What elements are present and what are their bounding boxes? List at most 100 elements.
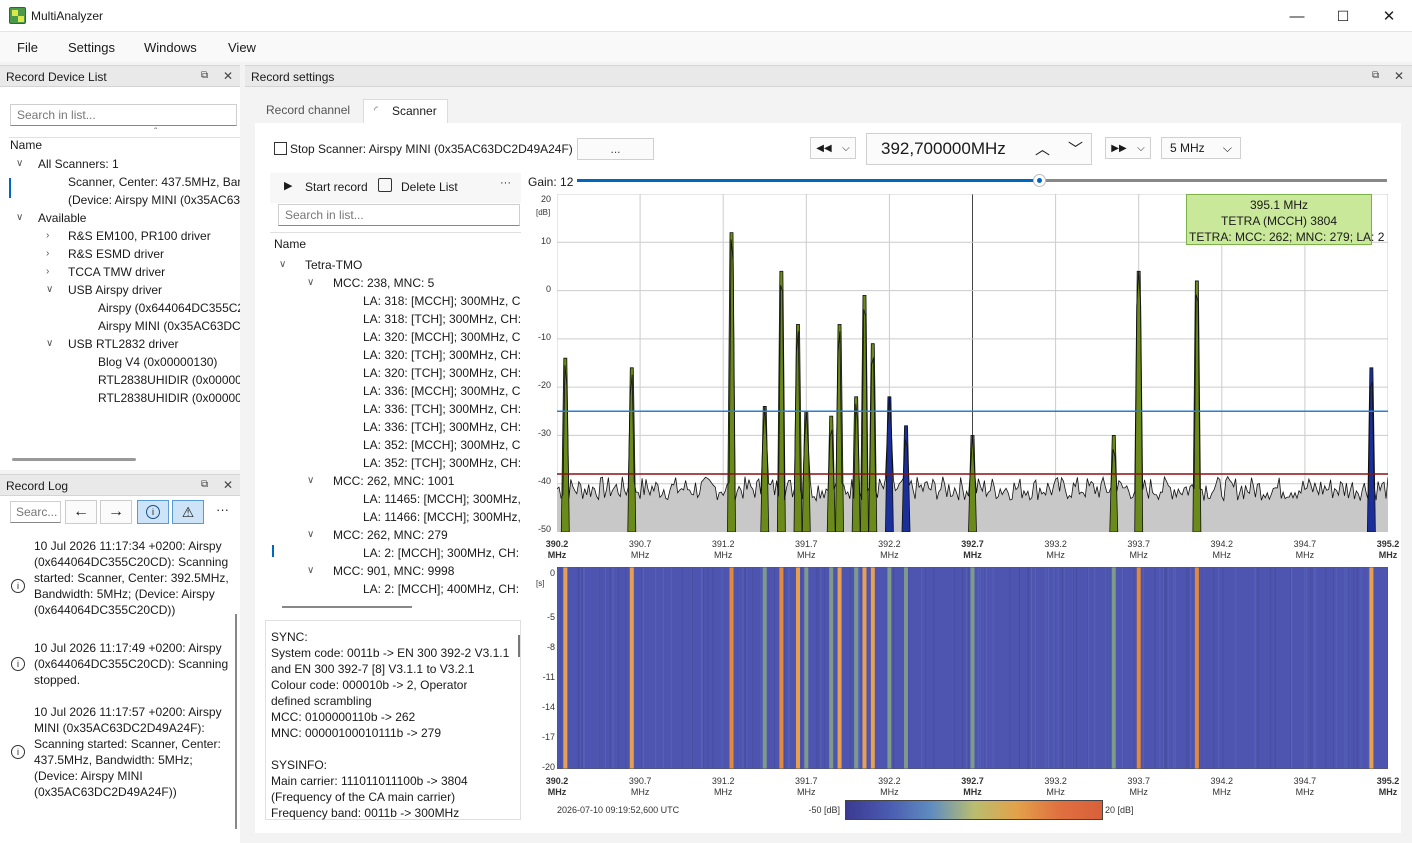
- tree-item[interactable]: LA: 318: [MCCH]; 300MHz, CH: [363, 294, 521, 308]
- tree-chevron-icon[interactable]: ∨: [46, 338, 54, 349]
- tree-item[interactable]: LA: 320: [MCCH]; 300MHz, CH: [363, 330, 521, 344]
- tree-chevron-icon[interactable]: ∨: [16, 158, 24, 169]
- tree-item[interactable]: LA: 11466: [MCCH]; 300MHz, C: [363, 510, 521, 524]
- forward-arrow-button[interactable]: →: [100, 500, 132, 524]
- gain-slider-thumb[interactable]: [1033, 174, 1046, 187]
- tree-item[interactable]: LA: 11465: [MCCH]; 300MHz, C: [363, 492, 521, 506]
- tab-record-channel[interactable]: Record channel: [266, 103, 351, 117]
- increment-button[interactable]: ︿: [1035, 141, 1051, 158]
- device-search-input[interactable]: Search in list...: [10, 104, 237, 126]
- list-search-input[interactable]: Search in list...: [278, 204, 520, 226]
- rewind-button[interactable]: ◀◀ ⌵: [810, 137, 856, 159]
- tree-item[interactable]: Available: [38, 211, 87, 225]
- stop-scanner-label: Stop Scanner: Airspy MINI (0x35AC63DC2D4…: [290, 142, 573, 156]
- tree-chevron-icon[interactable]: ›: [46, 266, 50, 277]
- spectrum-chart[interactable]: [557, 194, 1388, 532]
- close-icon[interactable]: ✕: [223, 69, 234, 83]
- detail-line: System code: 0011b -> EN 300 392-2 V3.1.…: [271, 646, 510, 660]
- tree-item[interactable]: LA: 2: [MCCH]; 300MHz, CH: 3: [363, 546, 521, 560]
- decrement-button[interactable]: ﹀: [1068, 141, 1084, 158]
- tree-chevron-icon[interactable]: ∨: [279, 259, 287, 270]
- tree-item[interactable]: MCC: 262, MNC: 279: [333, 528, 448, 542]
- menu-settings[interactable]: Settings: [68, 40, 115, 55]
- tree-item[interactable]: USB Airspy driver: [68, 283, 163, 297]
- undock-icon[interactable]: ⧉: [201, 70, 209, 81]
- tree-item[interactable]: LA: 320: [TCH]; 300MHz, CH: 3: [363, 366, 521, 380]
- close-icon[interactable]: ✕: [223, 478, 234, 492]
- minimize-button[interactable]: —: [1289, 7, 1305, 25]
- gain-slider-track[interactable]: [1039, 179, 1387, 182]
- tree-chevron-icon[interactable]: ∨: [46, 284, 54, 295]
- undock-icon[interactable]: ⧉: [1372, 70, 1380, 81]
- tree-item[interactable]: Tetra-TMO: [305, 258, 363, 272]
- fast-forward-button[interactable]: ▶▶ ⌵: [1105, 137, 1151, 159]
- tree-item[interactable]: TCCA TMW driver: [68, 265, 166, 279]
- tree-item[interactable]: RTL2838UHIDIR (0x0000012: [98, 391, 240, 405]
- info-filter-toggle[interactable]: i: [137, 500, 169, 524]
- tree-item[interactable]: R&S ESMD driver: [68, 247, 165, 261]
- warning-filter-toggle[interactable]: ⚠: [172, 500, 204, 524]
- tree-chevron-icon[interactable]: ∨: [16, 212, 24, 223]
- menu-view[interactable]: View: [228, 40, 256, 55]
- tree-chevron-icon[interactable]: ∨: [307, 475, 315, 486]
- menu-file[interactable]: File: [17, 40, 38, 55]
- tree-item[interactable]: USB RTL2832 driver: [68, 337, 179, 351]
- tree-item[interactable]: (Device: Airspy MINI (0x35AC63D: [68, 193, 240, 207]
- horizontal-scrollbar[interactable]: [12, 458, 136, 461]
- tree-item[interactable]: MCC: 901, MNC: 9998: [333, 564, 455, 578]
- tree-item[interactable]: LA: 2: [MCCH]; 400MHz, CH: 1: [363, 582, 521, 596]
- more-options-icon[interactable]: ···: [500, 177, 511, 189]
- tree-item[interactable]: MCC: 238, MNC: 5: [333, 276, 435, 290]
- tree-item[interactable]: LA: 318: [TCH]; 300MHz, CH: 3: [363, 312, 521, 326]
- delete-icon[interactable]: [378, 178, 392, 192]
- xtick-unit: MHz: [1378, 550, 1398, 560]
- waterfall-noise: [1143, 567, 1145, 769]
- details-scrollbar[interactable]: [518, 635, 520, 657]
- menu-windows[interactable]: Windows: [144, 40, 197, 55]
- tree-item[interactable]: MCC: 262, MNC: 1001: [333, 474, 455, 488]
- delete-list-button[interactable]: Delete List: [401, 180, 458, 194]
- record-device-list-panel: Record Device List ⧉ ✕ Search in list...…: [0, 65, 240, 470]
- undock-icon[interactable]: ⧉: [201, 479, 209, 490]
- waterfall-noise: [1034, 567, 1036, 769]
- more-options-icon[interactable]: ···: [216, 502, 229, 517]
- tree-item[interactable]: R&S EM100, PR100 driver: [68, 229, 211, 243]
- waterfall-chart[interactable]: [557, 567, 1388, 769]
- tree-item[interactable]: RTL2838UHIDIR (0x0000011: [98, 373, 240, 387]
- frequency-input[interactable]: 392,700000MHz: [866, 133, 1092, 165]
- back-arrow-button[interactable]: ←: [65, 500, 97, 524]
- waterfall-signal: [862, 567, 867, 769]
- column-header-name[interactable]: Name: [10, 138, 43, 152]
- waterfall-noise: [979, 567, 981, 769]
- tree-item[interactable]: Scanner, Center: 437.5MHz, Band: [68, 175, 240, 189]
- tree-item[interactable]: LA: 336: [TCH]; 300MHz, CH: 3: [363, 420, 521, 434]
- tree-item[interactable]: LA: 352: [TCH]; 300MHz, CH: 3: [363, 456, 521, 470]
- xtick-label: 393.7: [1127, 539, 1150, 549]
- tree-item[interactable]: Blog V4 (0x00000130): [98, 355, 218, 369]
- start-record-button[interactable]: Start record: [305, 180, 368, 194]
- close-icon[interactable]: ✕: [1394, 69, 1405, 83]
- list-column-name[interactable]: Name: [274, 237, 307, 251]
- tree-chevron-icon[interactable]: ∨: [307, 277, 315, 288]
- tree-chevron-icon[interactable]: ›: [46, 230, 50, 241]
- close-button[interactable]: ✕: [1382, 8, 1396, 25]
- tree-item[interactable]: LA: 320: [TCH]; 300MHz, CH: 3: [363, 348, 521, 362]
- tree-item[interactable]: Airspy MINI (0x35AC63DC2: [98, 319, 240, 333]
- tree-chevron-icon[interactable]: ›: [46, 248, 50, 259]
- vertical-scrollbar[interactable]: [235, 614, 237, 829]
- tree-item[interactable]: Airspy (0x644064DC355C20: [98, 301, 240, 315]
- tab-scanner[interactable]: ◜ Scanner: [363, 99, 448, 123]
- tree-chevron-icon[interactable]: ∨: [307, 565, 315, 576]
- more-button[interactable]: ...: [577, 138, 654, 160]
- tree-item[interactable]: All Scanners: 1: [38, 157, 119, 171]
- log-search-input[interactable]: Searc...: [10, 501, 61, 523]
- list-hscrollbar[interactable]: [282, 606, 412, 608]
- maximize-button[interactable]: ☐: [1336, 7, 1350, 24]
- stop-scanner-checkbox[interactable]: [274, 142, 287, 155]
- play-icon[interactable]: ▶: [284, 180, 293, 192]
- tree-item[interactable]: LA: 336: [MCCH]; 300MHz, CH: [363, 384, 521, 398]
- tree-item[interactable]: LA: 336: [TCH]; 300MHz, CH: 3: [363, 402, 521, 416]
- tree-chevron-icon[interactable]: ∨: [307, 529, 315, 540]
- span-select[interactable]: 5 MHz ⌵: [1161, 137, 1241, 159]
- tree-item[interactable]: LA: 352: [MCCH]; 300MHz, CH: [363, 438, 521, 452]
